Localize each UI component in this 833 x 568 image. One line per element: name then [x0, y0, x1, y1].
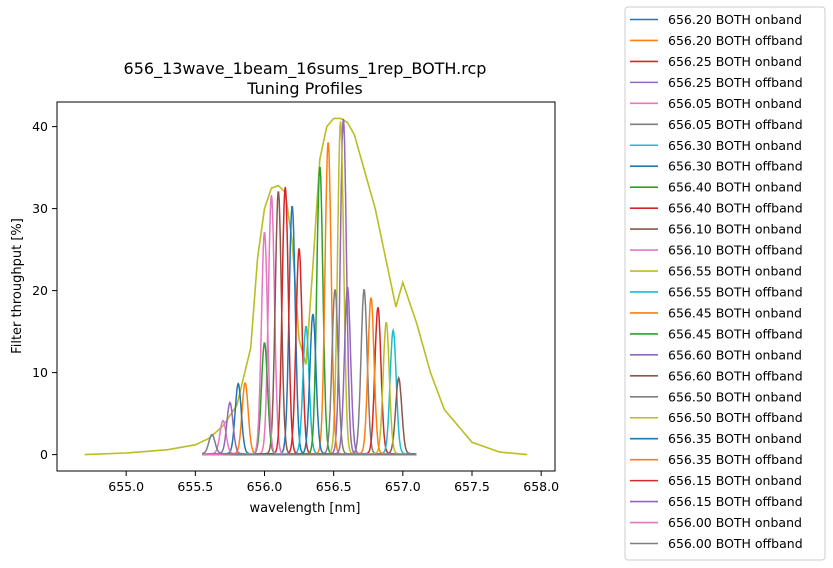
- legend-label-15: 656.45 BOTH offband: [668, 326, 803, 341]
- legend-label-11: 656.10 BOTH offband: [668, 243, 803, 258]
- legend-label-21: 656.35 BOTH offband: [668, 452, 803, 467]
- x-axis-label: wavelength [nm]: [250, 501, 361, 516]
- legend-label-9: 656.40 BOTH offband: [668, 201, 803, 216]
- legend-label-19: 656.50 BOTH offband: [668, 410, 803, 425]
- legend-label-24: 656.00 BOTH onband: [668, 515, 802, 530]
- legend-label-1: 656.20 BOTH offband: [668, 33, 803, 48]
- legend: 656.20 BOTH onband 656.20 BOTH offband 656…: [624, 6, 826, 561]
- x-tick-label-6: 658.0: [523, 479, 559, 494]
- legend-label-13: 656.55 BOTH offband: [668, 284, 803, 299]
- legend-box: [624, 6, 826, 561]
- legend-label-18: 656.50 BOTH onband: [668, 389, 802, 404]
- axes: 655.0 655.5 656.0 656.5 657.0 657.5 658.0 0 10 20…: [32, 101, 559, 494]
- x-tick-label-5: 657.5: [454, 479, 490, 494]
- legend-label-23: 656.15 BOTH offband: [668, 494, 803, 509]
- legend-label-7: 656.30 BOTH offband: [668, 159, 803, 174]
- y-tick-label-4: 40: [32, 119, 48, 134]
- x-tick-label-1: 655.5: [177, 479, 213, 494]
- legend-label-8: 656.40 BOTH onband: [668, 180, 802, 195]
- series-line-3: [202, 118, 417, 456]
- y-axis-label: Filter throughput [%]: [10, 218, 25, 354]
- legend-label-22: 656.15 BOTH onband: [668, 473, 802, 488]
- plot-area: [84, 117, 528, 456]
- legend-label-2: 656.25 BOTH onband: [668, 54, 802, 69]
- legend-label-14: 656.45 BOTH onband: [668, 305, 802, 320]
- chart-subtitle: Tuning Profiles: [246, 79, 363, 98]
- legend-label-4: 656.05 BOTH onband: [668, 96, 802, 111]
- chart-title: 656_13wave_1beam_16sums_1rep_BOTH.rcp: [124, 59, 487, 79]
- legend-label-6: 656.30 BOTH onband: [668, 138, 802, 153]
- y-tick-label-3: 30: [32, 201, 48, 216]
- y-tick-label-2: 20: [32, 283, 48, 298]
- x-tick-label-4: 657.0: [385, 479, 421, 494]
- legend-label-5: 656.05 BOTH offband: [668, 117, 803, 132]
- series-line-25: [202, 433, 417, 456]
- legend-label-3: 656.25 BOTH offband: [668, 75, 803, 90]
- y-tick-label-1: 10: [32, 365, 48, 380]
- axes-frame: [56, 101, 556, 472]
- legend-label-25: 656.00 BOTH offband: [668, 536, 803, 551]
- legend-label-17: 656.60 BOTH offband: [668, 368, 803, 383]
- series-line-12: [202, 121, 417, 456]
- legend-label-0: 656.20 BOTH onband: [668, 12, 802, 27]
- legend-label-12: 656.55 BOTH onband: [668, 264, 802, 279]
- legend-label-10: 656.10 BOTH onband: [668, 222, 802, 237]
- y-tick-label-0: 0: [40, 447, 48, 462]
- envelope-line: [84, 117, 528, 456]
- x-tick-label-3: 656.5: [316, 479, 352, 494]
- legend-label-16: 656.60 BOTH onband: [668, 347, 802, 362]
- x-tick-label-2: 656.0: [247, 479, 283, 494]
- legend-label-20: 656.35 BOTH onband: [668, 431, 802, 446]
- x-tick-label-0: 655.0: [108, 479, 144, 494]
